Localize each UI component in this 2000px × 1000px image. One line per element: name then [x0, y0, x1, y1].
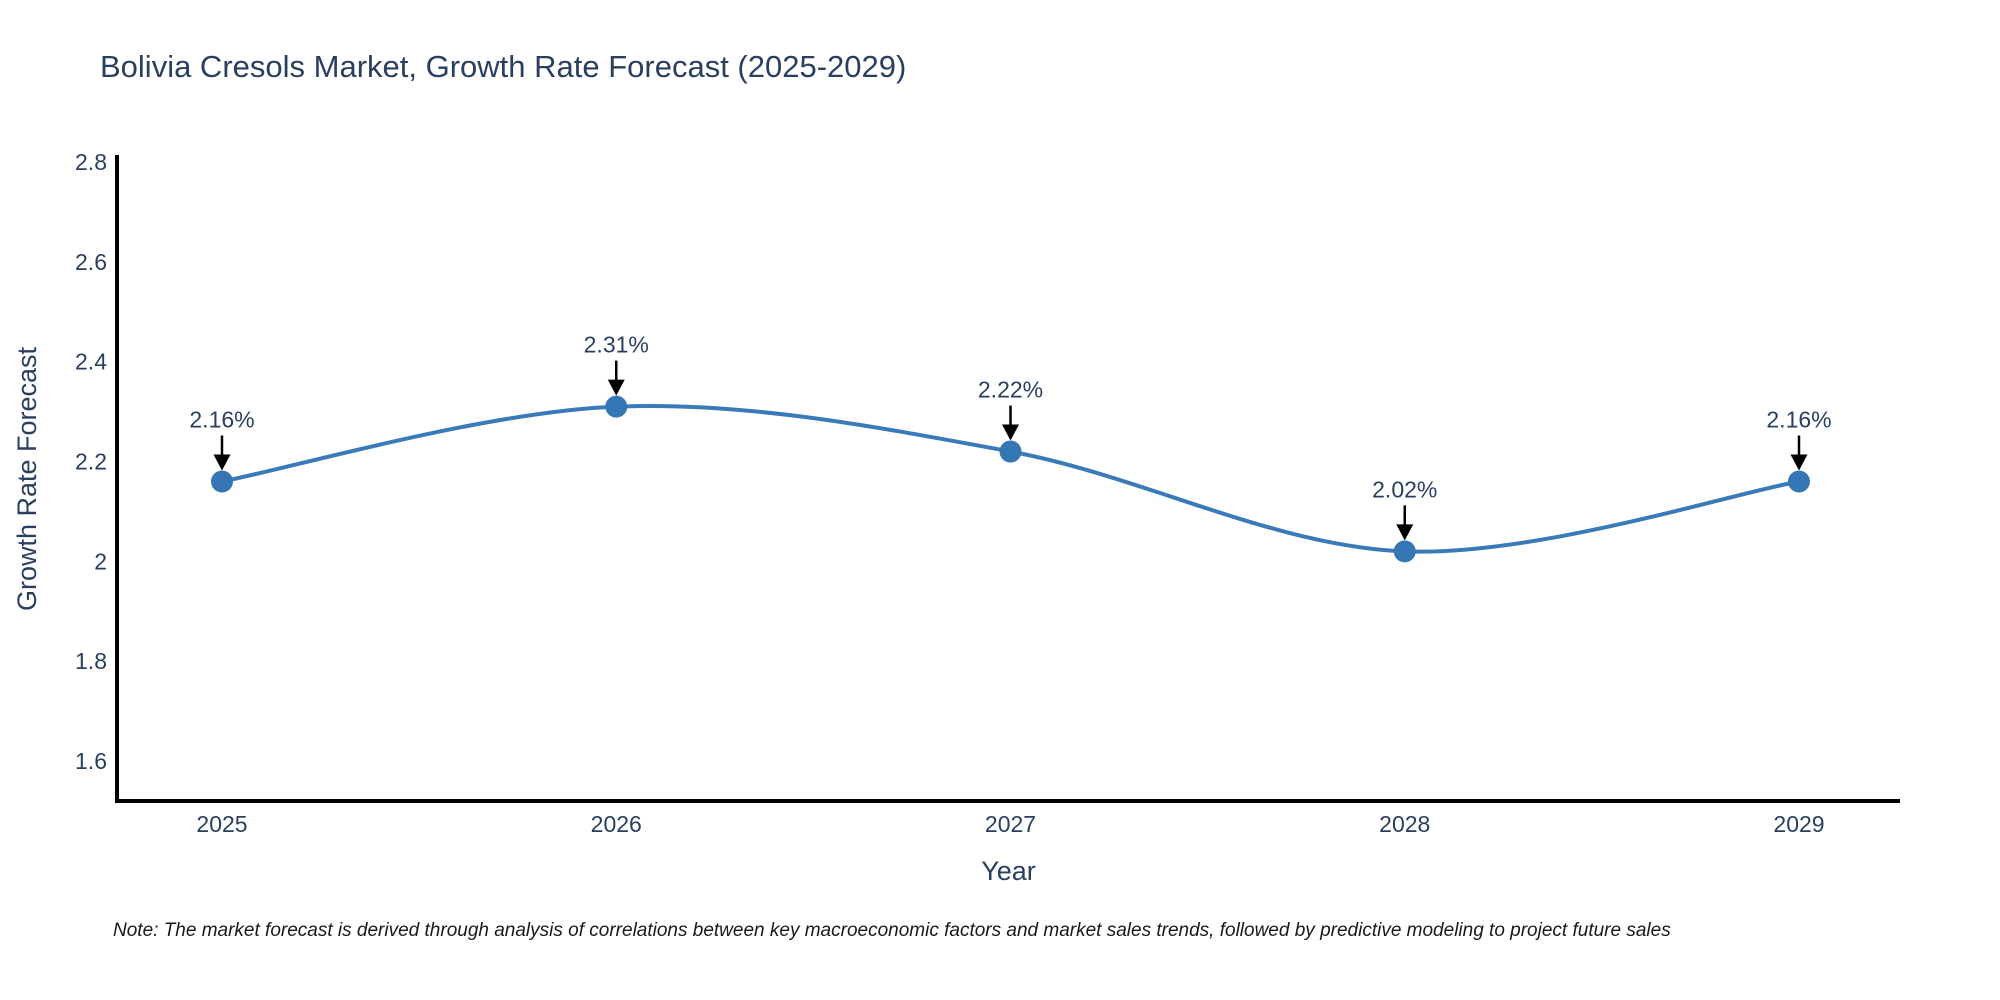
data-point-marker[interactable]: [1788, 470, 1810, 493]
x-axis-title: Year: [981, 856, 1036, 886]
chart-title: Bolivia Cresols Market, Growth Rate Fore…: [100, 49, 907, 84]
y-tick-label: 2.2: [75, 449, 107, 475]
y-axis-title: Growth Rate Forecast: [12, 346, 42, 611]
y-tick-label: 2.6: [75, 249, 107, 275]
x-tick-label: 2028: [1379, 811, 1430, 837]
data-point-marker[interactable]: [999, 440, 1022, 463]
y-tick-label: 2: [94, 548, 107, 574]
y-tick-label: 2.4: [75, 349, 107, 375]
data-point-marker[interactable]: [1393, 540, 1416, 563]
x-tick-label: 2029: [1773, 811, 1824, 837]
y-tick-label: 1.8: [75, 648, 107, 674]
annotation-label: 2.16%: [189, 406, 254, 432]
data-point-marker[interactable]: [211, 470, 233, 493]
x-tick-label: 2025: [196, 811, 247, 837]
footnote: Note: The market forecast is derived thr…: [113, 920, 1671, 941]
annotation-arrow-head: [1396, 524, 1414, 541]
y-tick-label: 1.6: [75, 748, 107, 774]
x-tick-label: 2027: [985, 811, 1036, 837]
annotation-label: 2.22%: [978, 377, 1043, 403]
annotation-arrow-head: [1790, 454, 1808, 471]
y-tick-label: 2.8: [75, 149, 107, 175]
annotation-label: 2.02%: [1372, 476, 1437, 502]
annotation-arrow-head: [213, 454, 231, 471]
annotation-arrow-head: [1002, 424, 1019, 441]
data-point-marker[interactable]: [605, 395, 628, 418]
annotation-arrow-head: [607, 379, 625, 396]
annotation-label: 2.31%: [584, 332, 649, 358]
x-tick-label: 2026: [591, 811, 642, 837]
annotation-label: 2.16%: [1766, 406, 1831, 432]
